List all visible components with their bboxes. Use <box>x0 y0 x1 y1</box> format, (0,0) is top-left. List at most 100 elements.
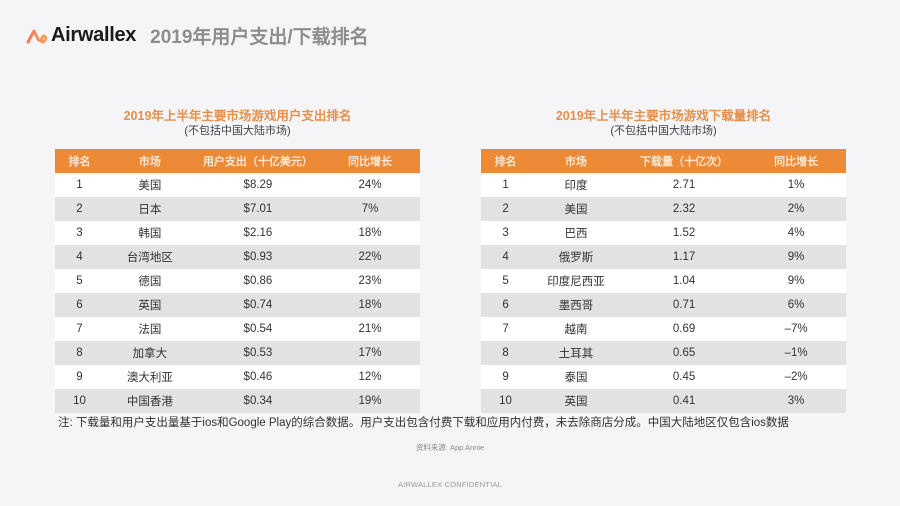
market-cell: 俄罗斯 <box>530 245 622 269</box>
rank-cell: 5 <box>55 269 105 293</box>
yoy-cell: 6% <box>746 293 846 317</box>
yoy-cell: 18% <box>320 293 420 317</box>
col-rank: 排名 <box>481 149 531 173</box>
value-cell: $0.53 <box>195 341 321 365</box>
table-row: 7 法国 $0.54 21% <box>55 317 420 341</box>
yoy-cell: –7% <box>746 317 846 341</box>
value-cell: 0.45 <box>621 365 747 389</box>
market-cell: 法国 <box>104 317 196 341</box>
page-title: 2019年用户支出/下载排名 <box>150 27 369 48</box>
table-row: 1 印度 2.71 1% <box>481 173 846 197</box>
col-rank: 排名 <box>55 149 105 173</box>
market-cell: 加拿大 <box>104 341 196 365</box>
value-cell: $0.54 <box>195 317 321 341</box>
market-cell: 英国 <box>104 293 196 317</box>
value-cell: 0.71 <box>621 293 747 317</box>
table-row: 5 印度尼西亚 1.04 9% <box>481 269 846 293</box>
value-cell: $0.46 <box>195 365 321 389</box>
downloads-subtitle: (不包括中国大陆市场) <box>610 125 717 137</box>
yoy-cell: 18% <box>320 221 420 245</box>
yoy-cell: 23% <box>320 269 420 293</box>
confidential-label: AIRWALLEX CONFIDENTIAL <box>397 480 502 489</box>
market-cell: 越南 <box>530 317 622 341</box>
spending-table: 排名 市场 用户支出（十亿美元） 同比增长 1 美国 $8.29 24% 2 日本 $7.0… <box>55 149 420 413</box>
yoy-cell: 1% <box>746 173 846 197</box>
value-cell: $0.74 <box>195 293 321 317</box>
value-cell: $7.01 <box>195 197 321 221</box>
rank-cell: 9 <box>55 365 105 389</box>
rank-cell: 6 <box>481 293 531 317</box>
value-cell: 2.32 <box>621 197 747 221</box>
rank-cell: 7 <box>55 317 105 341</box>
value-cell: $0.34 <box>195 389 321 413</box>
value-cell: 2.71 <box>621 173 747 197</box>
table-row: 10 英国 0.41 3% <box>481 389 846 413</box>
spending-subtitle: (不包括中国大陆市场) <box>184 125 291 137</box>
table-row: 10 中国香港 $0.34 19% <box>55 389 420 413</box>
yoy-cell: 7% <box>320 197 420 221</box>
rank-cell: 1 <box>481 173 531 197</box>
yoy-cell: 12% <box>320 365 420 389</box>
table-row: 2 美国 2.32 2% <box>481 197 846 221</box>
col-spending: 用户支出（十亿美元） <box>195 149 321 173</box>
yoy-cell: 9% <box>746 245 846 269</box>
value-cell: 0.41 <box>621 389 747 413</box>
market-cell: 印度 <box>530 173 622 197</box>
table-row: 6 英国 $0.74 18% <box>55 293 420 317</box>
downloads-table: 排名 市场 下载量（十亿次） 同比增长 1 印度 2.71 1% 2 美国 2.32 2% 3 巴… <box>481 149 846 413</box>
market-cell: 中国香港 <box>104 389 196 413</box>
rank-cell: 4 <box>55 245 105 269</box>
value-cell: 1.52 <box>621 221 747 245</box>
yoy-cell: 9% <box>746 269 846 293</box>
market-cell: 澳大利亚 <box>104 365 196 389</box>
table-row: 4 台湾地区 $0.93 22% <box>55 245 420 269</box>
yoy-cell: 2% <box>746 197 846 221</box>
yoy-cell: 24% <box>320 173 420 197</box>
table-row: 7 越南 0.69 –7% <box>481 317 846 341</box>
col-market: 市场 <box>530 149 622 173</box>
table-row: 3 韩国 $2.16 18% <box>55 221 420 245</box>
value-cell: $8.29 <box>195 173 321 197</box>
spending-panel: 2019年上半年主要市场游戏用户支出排名 (不包括中国大陆市场) 排名 市场 用… <box>55 108 420 413</box>
yoy-cell: 19% <box>320 389 420 413</box>
table-row: 5 德国 $0.86 23% <box>55 269 420 293</box>
logo: Airwallex <box>26 24 136 47</box>
table-row: 9 澳大利亚 $0.46 12% <box>55 365 420 389</box>
market-cell: 土耳其 <box>530 341 622 365</box>
rank-cell: 1 <box>55 173 105 197</box>
market-cell: 韩国 <box>104 221 196 245</box>
col-market: 市场 <box>104 149 196 173</box>
yoy-cell: 21% <box>320 317 420 341</box>
rank-cell: 8 <box>55 341 105 365</box>
rank-cell: 4 <box>481 245 531 269</box>
footnote: 注: 下载量和用户支出量基于ios和Google Play的综合数据。用户支出包… <box>58 417 789 429</box>
yoy-cell: 3% <box>746 389 846 413</box>
table-row: 2 日本 $7.01 7% <box>55 197 420 221</box>
market-cell: 印度尼西亚 <box>530 269 622 293</box>
value-cell: 1.04 <box>621 269 747 293</box>
value-cell: $0.93 <box>195 245 321 269</box>
market-cell: 巴西 <box>530 221 622 245</box>
rank-cell: 2 <box>55 197 105 221</box>
airwallex-logo-icon <box>26 29 48 43</box>
logo-text: Airwallex <box>51 24 137 46</box>
rank-cell: 5 <box>481 269 531 293</box>
value-cell: 1.17 <box>621 245 747 269</box>
table-row: 8 加拿大 $0.53 17% <box>55 341 420 365</box>
rank-cell: 7 <box>481 317 531 341</box>
yoy-cell: –2% <box>746 365 846 389</box>
col-downloads: 下载量（十亿次） <box>621 149 747 173</box>
market-cell: 墨西哥 <box>530 293 622 317</box>
market-cell: 日本 <box>104 197 196 221</box>
table-row: 8 土耳其 0.65 –1% <box>481 341 846 365</box>
yoy-cell: 4% <box>746 221 846 245</box>
rank-cell: 3 <box>55 221 105 245</box>
col-yoy: 同比增长 <box>746 149 846 173</box>
market-cell: 泰国 <box>530 365 622 389</box>
market-cell: 德国 <box>104 269 196 293</box>
col-yoy: 同比增长 <box>320 149 420 173</box>
source-credit: 资料来源: App Annie <box>415 443 485 452</box>
yoy-cell: 22% <box>320 245 420 269</box>
header: Airwallex 2019年用户支出/下载排名 <box>26 22 369 49</box>
value-cell: $0.86 <box>195 269 321 293</box>
